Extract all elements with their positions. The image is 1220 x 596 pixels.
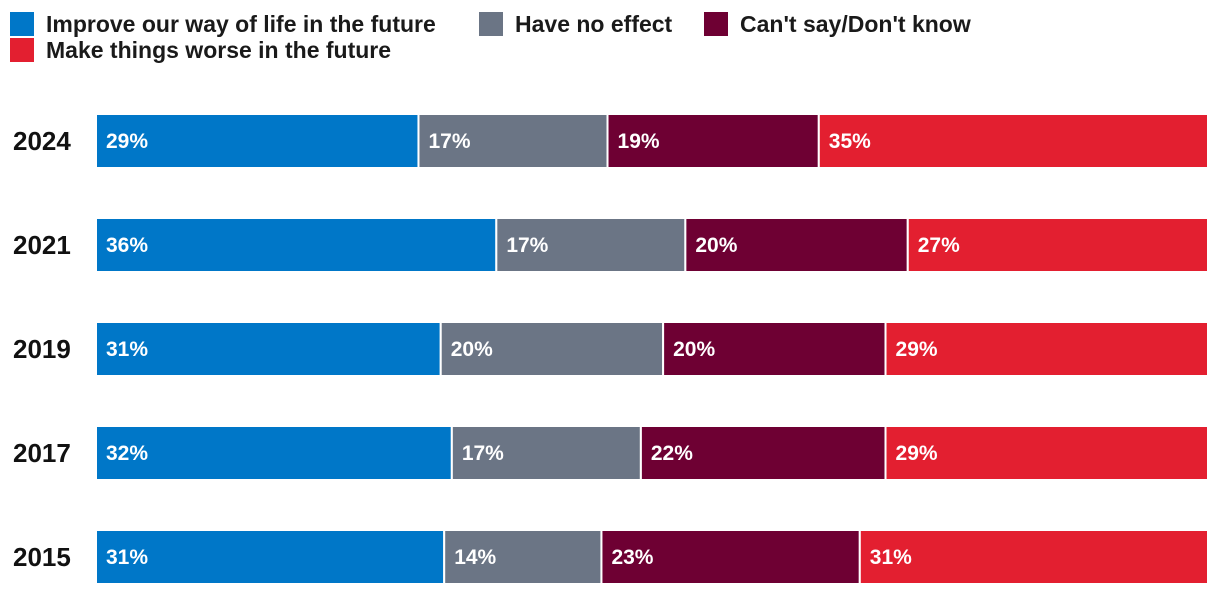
bar-segment-improve-our-way-of-life-in-the-future-2019 xyxy=(95,321,442,377)
data-label: 27% xyxy=(918,234,960,257)
legend-item-can-t-say-don-t-know: Can't say/Don't know xyxy=(704,11,971,37)
bar-row-2024: 2024 29% 17% 19% 35% xyxy=(13,113,1209,169)
bar-row-2015: 2015 31% 14% 23% 31% xyxy=(13,529,1209,585)
legend-swatch xyxy=(479,12,503,36)
data-label: 17% xyxy=(428,130,470,153)
bar-segment-make-things-worse-in-the-future-2015 xyxy=(858,529,1209,585)
bar-segment-improve-our-way-of-life-in-the-future-2015 xyxy=(95,529,446,585)
bar-segment-make-things-worse-in-the-future-2017 xyxy=(884,425,1210,481)
data-label: 29% xyxy=(896,442,938,465)
category-label: 2024 xyxy=(13,126,71,156)
bar-segment-can-t-say-don-t-know-2017 xyxy=(639,425,887,481)
data-label: 14% xyxy=(454,546,496,569)
bar-segment-can-t-say-don-t-know-2019 xyxy=(662,321,887,377)
bar-segment-make-things-worse-in-the-future-2021 xyxy=(906,217,1209,273)
legend-label: Have no effect xyxy=(515,11,673,37)
legend-label: Can't say/Don't know xyxy=(740,11,971,37)
legend: Improve our way of life in the future Hav… xyxy=(10,11,971,63)
bar-segment-make-things-worse-in-the-future-2019 xyxy=(884,321,1210,377)
bar-row-2019: 2019 31% 20% 20% 29% xyxy=(13,321,1210,377)
bar-segment-can-t-say-don-t-know-2021 xyxy=(684,217,909,273)
data-label: 31% xyxy=(106,338,148,361)
legend-item-make-things-worse-in-the-future: Make things worse in the future xyxy=(10,37,391,63)
data-label: 32% xyxy=(106,442,148,465)
bar-segment-have-no-effect-2024 xyxy=(417,113,609,169)
bar-row-2021: 2021 36% 17% 20% 27% xyxy=(13,217,1209,273)
data-label: 23% xyxy=(611,546,653,569)
bar-segment-improve-our-way-of-life-in-the-future-2021 xyxy=(95,217,498,273)
data-label: 17% xyxy=(506,234,548,257)
bar-row-2017: 2017 32% 17% 22% 29% xyxy=(13,425,1210,481)
category-label: 2017 xyxy=(13,438,71,468)
bar-segment-improve-our-way-of-life-in-the-future-2017 xyxy=(95,425,453,481)
data-label: 20% xyxy=(695,234,737,257)
bar-segment-have-no-effect-2019 xyxy=(439,321,665,377)
data-label: 29% xyxy=(106,130,148,153)
data-label: 17% xyxy=(462,442,504,465)
data-label: 22% xyxy=(651,442,693,465)
data-label: 20% xyxy=(451,338,493,361)
data-label: 31% xyxy=(106,546,148,569)
category-label: 2021 xyxy=(13,230,71,260)
legend-label: Improve our way of life in the future xyxy=(46,11,436,37)
legend-label: Make things worse in the future xyxy=(46,37,391,63)
legend-swatch xyxy=(10,12,34,36)
data-label: 19% xyxy=(618,130,660,153)
plot-area: 2024 29% 17% 19% 35%2021 36% 17% 20% 27%2019 31% 2… xyxy=(13,113,1210,585)
bar-segment-can-t-say-don-t-know-2024 xyxy=(606,113,820,169)
bar-segment-have-no-effect-2015 xyxy=(443,529,603,585)
legend-swatch xyxy=(10,38,34,62)
category-label: 2015 xyxy=(13,542,71,572)
data-label: 20% xyxy=(673,338,715,361)
data-label: 29% xyxy=(896,338,938,361)
data-label: 31% xyxy=(870,546,912,569)
data-label: 35% xyxy=(829,130,871,153)
legend-swatch xyxy=(704,12,728,36)
legend-item-have-no-effect: Have no effect xyxy=(479,11,673,37)
legend-item-improve-our-way-of-life-in-the-future: Improve our way of life in the future xyxy=(10,11,436,37)
bar-segment-make-things-worse-in-the-future-2024 xyxy=(817,113,1209,169)
category-label: 2019 xyxy=(13,334,71,364)
bar-segment-improve-our-way-of-life-in-the-future-2024 xyxy=(95,113,420,169)
data-label: 36% xyxy=(106,234,148,257)
